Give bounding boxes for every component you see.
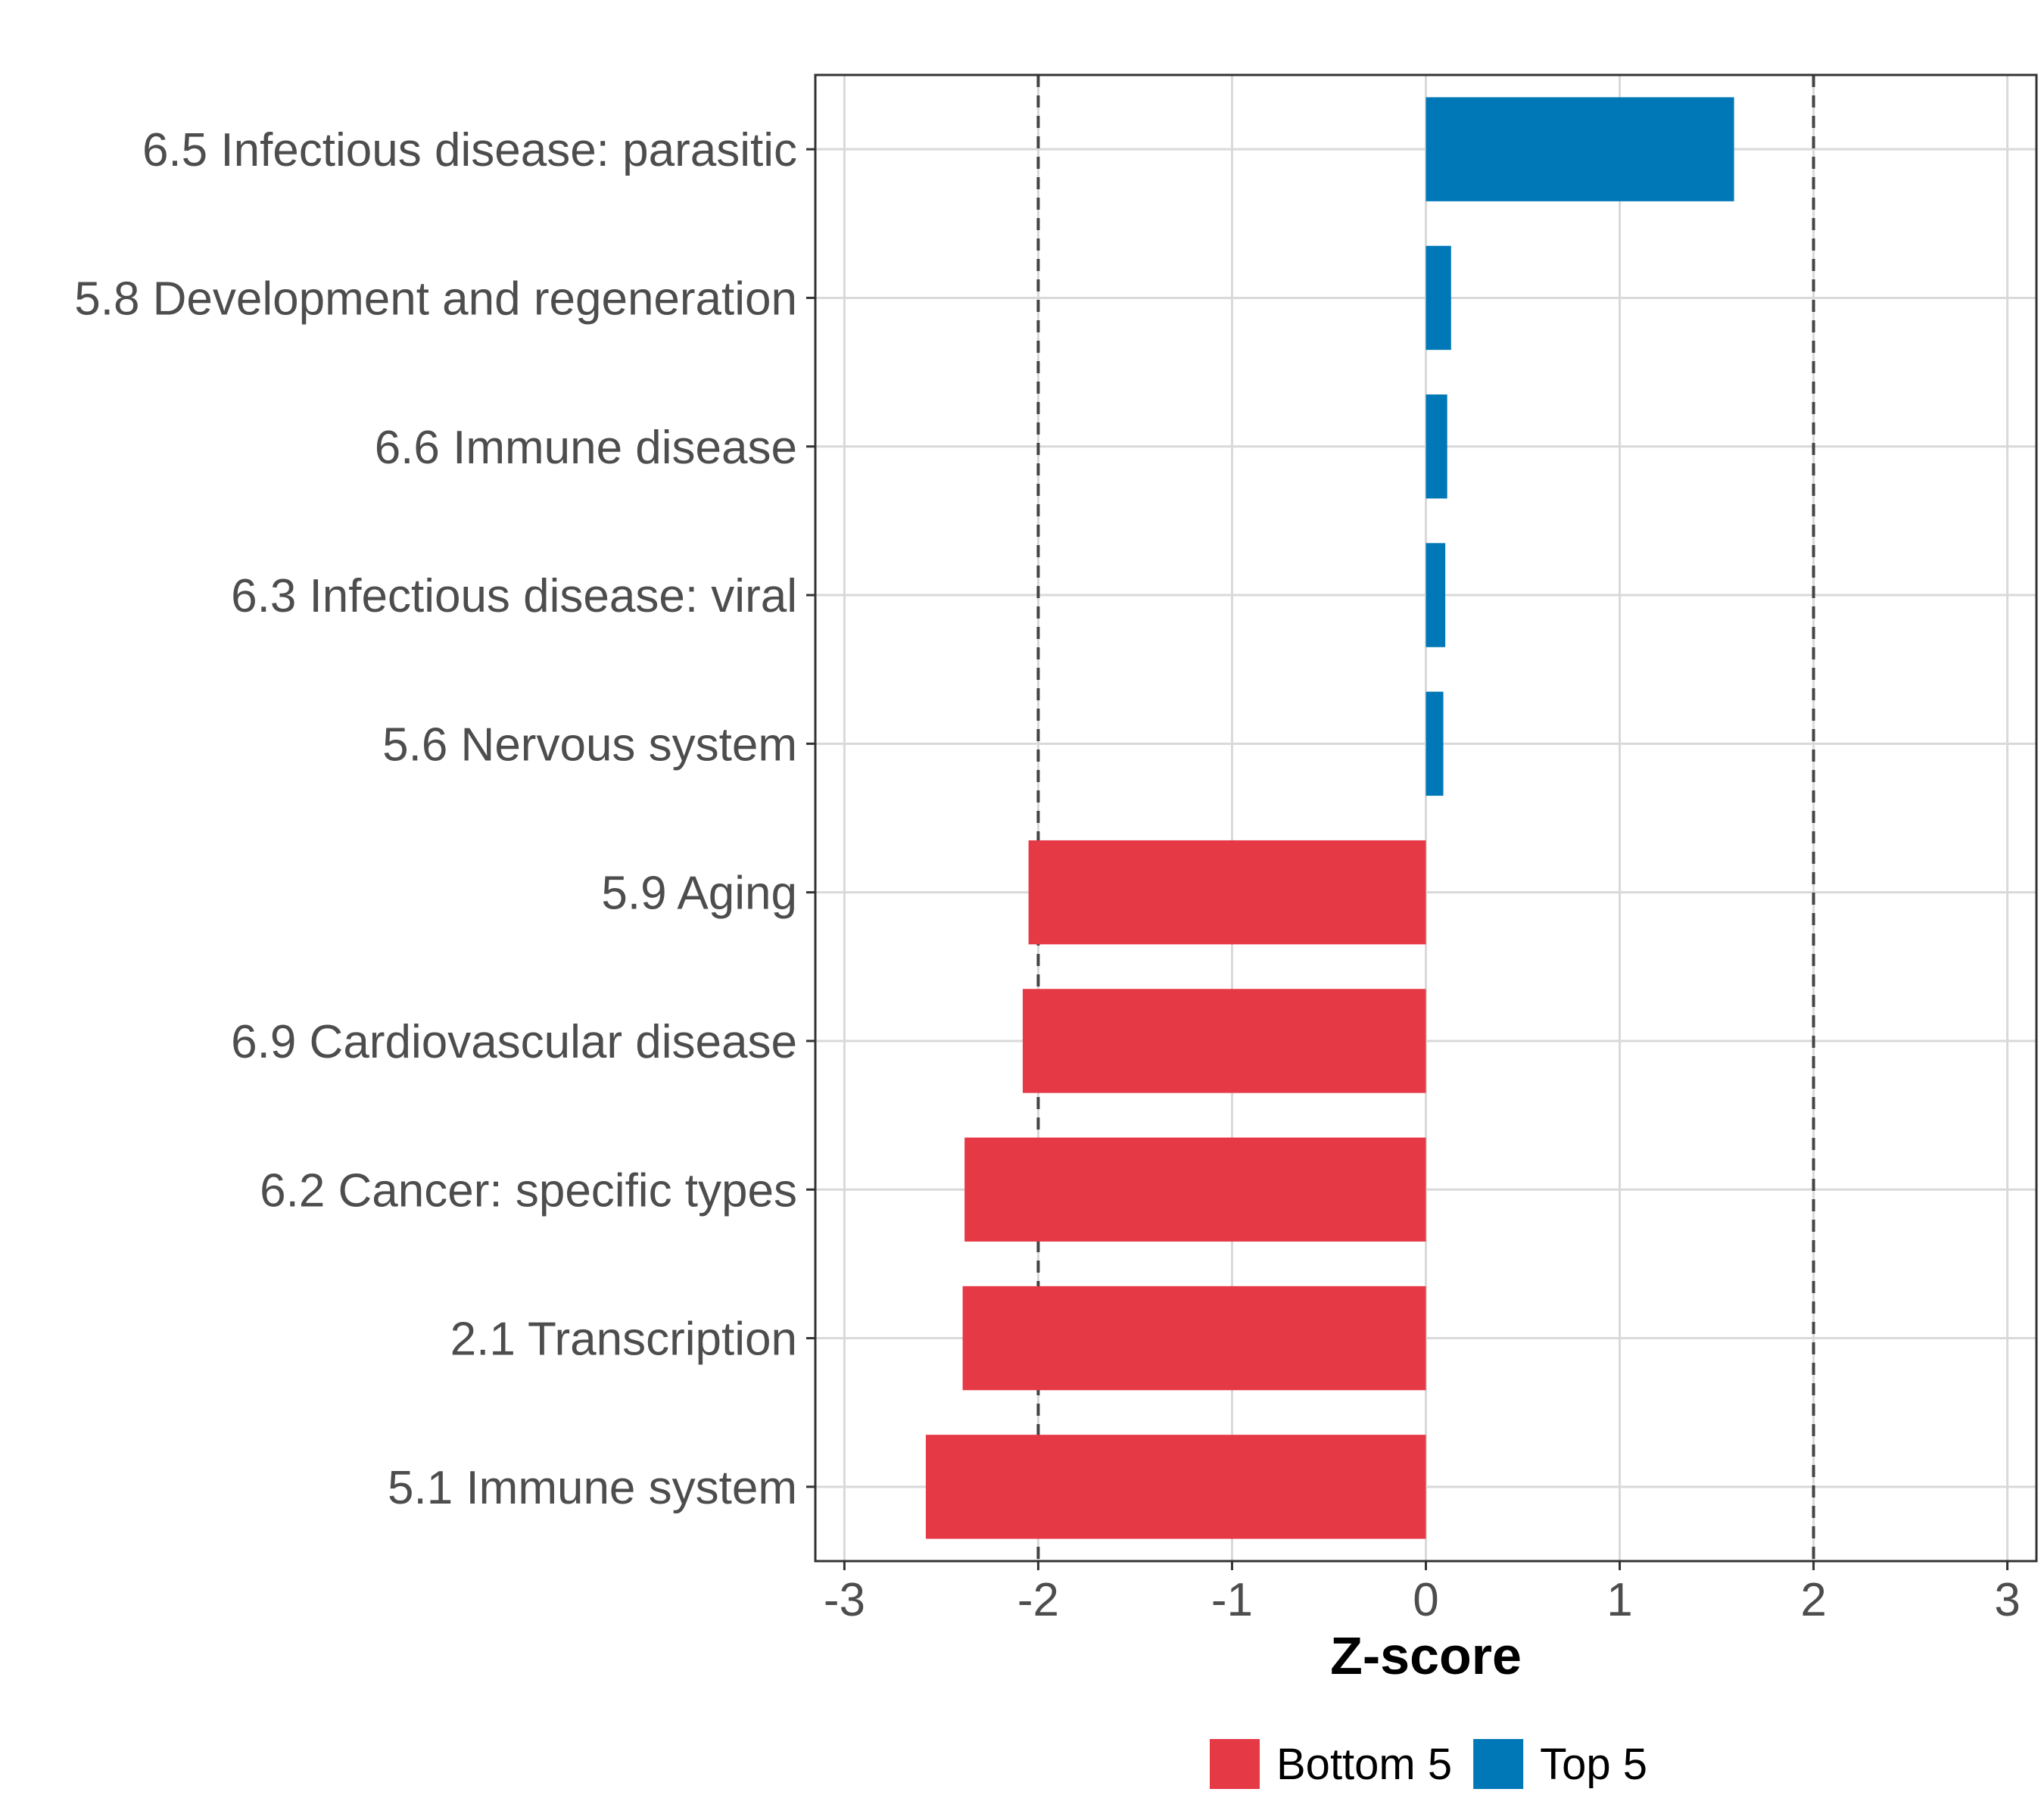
- category-label: 6.3 Infectious disease: viral: [231, 570, 797, 622]
- x-axis: -3 -2 -1 0 1 2 3: [824, 1561, 2021, 1626]
- category-label: 2.1 Transcription: [450, 1314, 797, 1366]
- category-label: 6.6 Immune disease: [375, 422, 797, 474]
- bar: [1426, 97, 1734, 201]
- bar: [1028, 840, 1426, 945]
- legend: Bottom 5 Top 5: [1210, 1739, 1647, 1789]
- x-tick-label: -1: [1211, 1574, 1253, 1626]
- bar: [964, 1137, 1426, 1242]
- x-tick-label: -2: [1017, 1574, 1059, 1626]
- category-label: 6.2 Cancer: specific types: [260, 1164, 797, 1217]
- legend-label: Top 5: [1540, 1740, 1647, 1789]
- bar: [1426, 691, 1444, 796]
- x-tick-label: 0: [1413, 1574, 1438, 1626]
- legend-label: Bottom 5: [1276, 1740, 1452, 1789]
- category-label: 5.6 Nervous system: [382, 718, 797, 771]
- bar: [962, 1286, 1426, 1391]
- bars: [925, 97, 1734, 1539]
- x-tick-label: 2: [1800, 1574, 1826, 1626]
- x-axis-title: Z-score: [1330, 1626, 1522, 1685]
- x-tick-label: -3: [824, 1574, 865, 1626]
- bar: [1426, 543, 1446, 647]
- bar: [1022, 989, 1426, 1093]
- category-label: 6.9 Cardiovascular disease: [231, 1016, 797, 1068]
- category-label: 5.9 Aging: [601, 868, 797, 920]
- category-label: 6.5 Infectious disease: parasitic: [142, 124, 797, 176]
- bar: [1426, 394, 1447, 499]
- x-tick-label: 3: [1994, 1574, 2020, 1626]
- bar: [1426, 245, 1451, 351]
- category-label: 5.1 Immune system: [388, 1462, 797, 1514]
- bar: [925, 1435, 1426, 1539]
- y-axis: 6.5 Infectious disease: parasitic 5.8 Dev…: [74, 124, 815, 1514]
- category-label: 5.8 Development and regeneration: [74, 273, 797, 325]
- x-tick-label: 1: [1606, 1574, 1632, 1626]
- legend-swatch: [1473, 1739, 1524, 1789]
- legend-swatch: [1210, 1739, 1260, 1789]
